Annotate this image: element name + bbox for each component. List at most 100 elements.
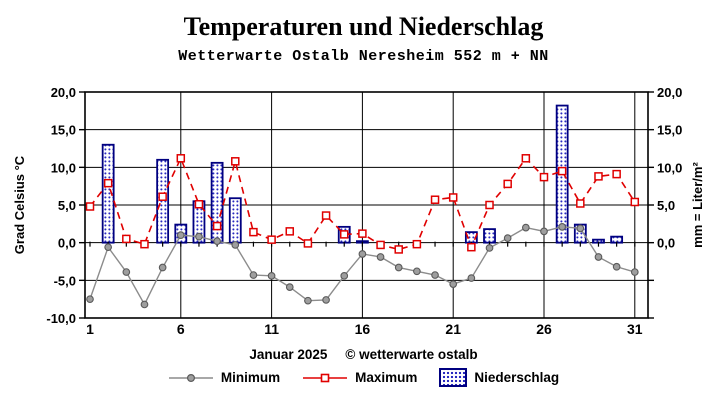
min-marker-day-12 [285, 283, 294, 291]
legend-label-minimum: Minimum [220, 370, 281, 385]
chart-subtitle: Wetterwarte Ostalb Neresheim 552 m + NN [178, 48, 549, 65]
min-marker-day-4 [140, 300, 149, 309]
max-marker-day-17 [376, 240, 385, 250]
left-tick-label-4: 0,0 [58, 236, 76, 251]
right-tick-label-2: 10,0 [657, 160, 682, 175]
max-marker-day-28 [576, 199, 585, 208]
precip-bar-day-9 [228, 197, 242, 244]
min-marker-day-5 [158, 263, 167, 272]
min-marker-day-18 [394, 263, 403, 272]
max-marker-day-16 [358, 229, 367, 238]
precip-bar-day-23 [483, 228, 496, 244]
min-marker-day-3 [122, 268, 131, 276]
x-tick-label-1: 1 [86, 321, 94, 337]
max-marker-day-9 [231, 157, 240, 166]
precipitation-bar-swatch-icon [439, 368, 468, 387]
max-marker-day-31 [630, 197, 640, 207]
max-marker-day-24 [503, 179, 512, 189]
max-marker-day-18 [394, 245, 403, 254]
min-marker-day-9 [231, 241, 240, 249]
chart-title: Temperaturen und Niederschlag [183, 12, 544, 41]
min-marker-day-22 [467, 274, 476, 282]
max-marker-day-20 [430, 195, 440, 204]
x-tick-label-11: 11 [264, 321, 279, 337]
min-marker-day-29 [594, 253, 603, 261]
max-marker-day-2 [103, 178, 113, 188]
max-marker-day-26 [539, 172, 549, 182]
footer-month-label: Januar 2025 [249, 347, 328, 362]
legend-item-minimum: Minimum [168, 370, 280, 385]
max-marker-day-30 [612, 169, 621, 179]
minimum-line-marker-icon [168, 373, 213, 382]
max-marker-day-19 [412, 239, 422, 249]
x-axis-labels: 1 6 11 16 21 26 31 [86, 321, 643, 337]
legend-label-maximum: Maximum [355, 370, 418, 385]
min-marker-day-31 [630, 268, 639, 276]
precip-bar-day-5 [156, 158, 170, 244]
right-tick-label-4: 0,0 [657, 236, 675, 251]
right-axis: 20,0 15,0 10,0 5,0 0,0 [648, 85, 682, 319]
min-marker-day-6 [176, 231, 185, 239]
left-tick-label-0: 20,0 [51, 85, 76, 100]
min-marker-day-20 [431, 271, 439, 279]
max-marker-day-11 [267, 235, 276, 244]
min-marker-day-30 [612, 262, 621, 271]
max-marker-day-7 [194, 199, 204, 209]
x-tick-label-31: 31 [627, 321, 643, 337]
min-marker-day-15 [340, 271, 349, 280]
min-marker-day-19 [413, 267, 421, 276]
left-tick-label-5: -5,0 [54, 273, 76, 288]
max-marker-day-12 [285, 227, 295, 236]
min-marker-day-26 [540, 227, 548, 236]
left-axis-title: Grad Celsius °C [12, 155, 27, 254]
legend-item-maximum: Maximum [302, 370, 417, 385]
right-axis-title: mm = Liter/m² [690, 162, 705, 248]
min-marker-day-27 [558, 222, 567, 231]
right-tick-label-1: 15,0 [657, 123, 682, 138]
footer-credit-label: © wetterwarte ostalb [345, 347, 478, 362]
max-marker-day-1 [85, 202, 95, 211]
max-marker-day-4 [140, 239, 149, 249]
min-marker-day-21 [449, 280, 458, 288]
left-tick-label-2: 10,0 [51, 160, 76, 175]
min-marker-day-7 [195, 232, 203, 241]
left-axis: 20,0 15,0 10,0 5,0 0,0 -5,0 -10,0 [46, 85, 85, 326]
max-marker-day-21 [448, 193, 458, 202]
max-marker-day-8 [212, 221, 222, 231]
min-marker-day-16 [358, 250, 367, 258]
min-marker-day-24 [503, 234, 512, 242]
min-marker-day-2 [104, 243, 113, 252]
min-marker-day-25 [521, 223, 530, 232]
x-tick-label-26: 26 [536, 321, 552, 337]
max-marker-day-6 [176, 154, 186, 163]
max-marker-day-27 [557, 166, 567, 176]
max-marker-day-10 [249, 227, 258, 237]
min-marker-day-8 [213, 237, 221, 246]
max-marker-day-25 [521, 154, 531, 163]
min-marker-day-13 [304, 296, 312, 305]
x-tick-label-16: 16 [355, 321, 371, 337]
right-tick-label-3: 5,0 [657, 198, 675, 213]
max-marker-day-15 [339, 230, 349, 239]
max-marker-day-23 [485, 200, 494, 210]
min-marker-day-1 [86, 295, 94, 304]
chart-footer: Januar 2025 © wetterwarte ostalb [0, 347, 727, 362]
max-marker-day-5 [158, 192, 167, 201]
right-tick-label-0: 20,0 [657, 85, 682, 100]
left-tick-label-3: 5,0 [58, 198, 76, 213]
left-tick-label-6: -10,0 [46, 311, 76, 326]
min-marker-day-10 [249, 271, 258, 279]
min-marker-day-14 [322, 296, 330, 304]
max-marker-day-22 [467, 242, 476, 252]
max-marker-day-3 [122, 234, 131, 244]
min-marker-day-11 [267, 271, 276, 280]
max-marker-day-14 [321, 211, 331, 220]
maximum-temperature-line [85, 154, 640, 254]
x-tick-label-6: 6 [177, 321, 185, 337]
legend-label-niederschlag: Niederschlag [474, 370, 560, 385]
min-marker-day-23 [485, 244, 494, 252]
x-tick-label-21: 21 [445, 321, 461, 337]
min-marker-day-28 [576, 224, 585, 233]
